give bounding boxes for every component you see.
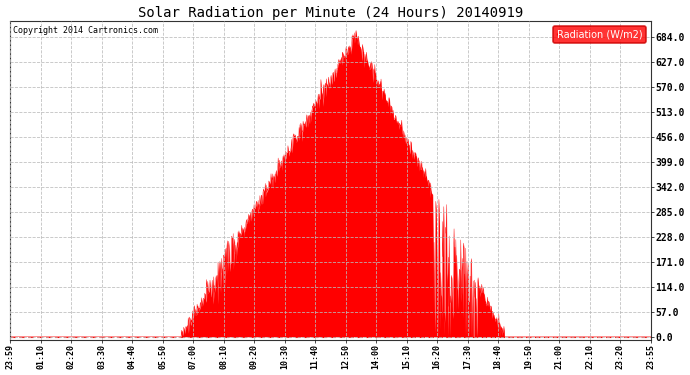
- Title: Solar Radiation per Minute (24 Hours) 20140919: Solar Radiation per Minute (24 Hours) 20…: [138, 6, 523, 20]
- Legend: Radiation (W/m2): Radiation (W/m2): [553, 26, 646, 44]
- Text: Copyright 2014 Cartronics.com: Copyright 2014 Cartronics.com: [13, 26, 158, 34]
